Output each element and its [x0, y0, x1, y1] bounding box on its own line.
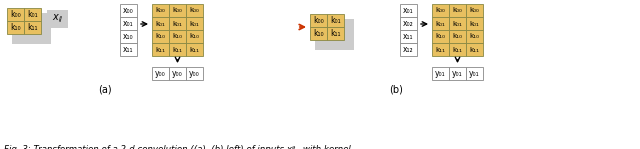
Text: k₀₁: k₀₁ [173, 21, 182, 27]
Text: k₀₁: k₀₁ [470, 21, 479, 27]
Bar [432, 17, 449, 30]
Text: k₁₁: k₁₁ [470, 46, 479, 52]
Text: x₀₁: x₀₁ [403, 6, 414, 15]
Bar [152, 4, 169, 17]
Text: k₁₁: k₁₁ [28, 23, 38, 32]
Bar [186, 30, 203, 43]
Bar [466, 67, 483, 80]
Text: k₀₁: k₀₁ [156, 21, 165, 27]
Text: k₁₁: k₁₁ [156, 46, 166, 52]
Bar [310, 14, 327, 27]
Bar [186, 43, 203, 56]
Bar [186, 4, 203, 17]
Bar [466, 43, 483, 56]
Bar [12, 13, 51, 44]
Text: Fig. 3: Transformation of a 2-d convolution ((a), (b) left) of inputs xᵊ₋ with k: Fig. 3: Transformation of a 2-d convolut… [4, 145, 351, 149]
Bar [169, 4, 186, 17]
Text: k₀₀: k₀₀ [173, 7, 182, 14]
Bar [7, 8, 24, 21]
Bar [449, 43, 466, 56]
Bar [466, 4, 483, 17]
Text: k₁₀: k₁₀ [10, 23, 21, 32]
Bar [466, 17, 483, 30]
Bar [432, 67, 449, 80]
Bar [47, 10, 68, 28]
Bar [169, 67, 186, 80]
Text: k₁₀: k₁₀ [189, 34, 200, 39]
Text: k₀₁: k₀₁ [436, 21, 445, 27]
Text: k₁₀: k₁₀ [313, 29, 324, 38]
Bar [152, 43, 169, 56]
Text: k₁₀: k₁₀ [436, 34, 445, 39]
Bar [400, 17, 417, 30]
Bar [432, 43, 449, 56]
Text: k₁₁: k₁₁ [173, 46, 182, 52]
Text: (b): (b) [390, 85, 403, 95]
Bar [152, 67, 169, 80]
Bar [449, 17, 466, 30]
Text: k₁₁: k₁₁ [452, 46, 463, 52]
Text: k₁₁: k₁₁ [435, 46, 445, 52]
Text: y₀₁: y₀₁ [452, 69, 463, 78]
Text: k₁₁: k₁₁ [189, 46, 200, 52]
Bar [400, 43, 417, 56]
Text: k₁₀: k₁₀ [452, 34, 463, 39]
Bar [24, 8, 41, 21]
Text: k₀₀: k₀₀ [189, 7, 200, 14]
Bar [449, 67, 466, 80]
Text: y₀₀: y₀₀ [172, 69, 183, 78]
Bar [152, 17, 169, 30]
Bar [169, 43, 186, 56]
Text: k₁₀: k₁₀ [173, 34, 182, 39]
Text: (a): (a) [98, 85, 112, 95]
Bar [152, 30, 169, 43]
Bar [327, 27, 344, 40]
Text: k₀₀: k₀₀ [436, 7, 445, 14]
Text: x₀₁: x₀₁ [123, 19, 134, 28]
Bar [466, 30, 483, 43]
Bar [310, 27, 327, 40]
Bar [120, 43, 137, 56]
Text: k₀₀: k₀₀ [313, 16, 324, 25]
Text: k₁₀: k₁₀ [156, 34, 165, 39]
Bar [327, 14, 344, 27]
Bar [449, 30, 466, 43]
Bar [432, 4, 449, 17]
Bar [449, 4, 466, 17]
Text: x₁₁: x₁₁ [403, 32, 413, 41]
Text: k₀₁: k₀₁ [452, 21, 463, 27]
Text: y₀₀: y₀₀ [155, 69, 166, 78]
Bar [315, 19, 354, 50]
Bar [432, 30, 449, 43]
Bar [186, 67, 203, 80]
Bar [169, 17, 186, 30]
Text: y₀₁: y₀₁ [469, 69, 480, 78]
Text: k₁₁: k₁₁ [330, 29, 340, 38]
Bar [7, 21, 24, 34]
Text: k₀₁: k₀₁ [189, 21, 200, 27]
Text: $x_{ij}$: $x_{ij}$ [52, 13, 63, 25]
Text: k₀₀: k₀₀ [452, 7, 462, 14]
Text: x₁₂: x₁₂ [403, 45, 414, 54]
Text: y₀₁: y₀₁ [435, 69, 446, 78]
Bar [120, 30, 137, 43]
Bar [120, 17, 137, 30]
Text: x₁₀: x₁₀ [123, 32, 134, 41]
Text: x₀₀: x₀₀ [123, 6, 134, 15]
Bar [186, 17, 203, 30]
Text: y₀₀: y₀₀ [189, 69, 200, 78]
Bar [400, 30, 417, 43]
Text: x₀₂: x₀₂ [403, 19, 414, 28]
Text: k₀₀: k₀₀ [10, 10, 21, 19]
Text: x₁₁: x₁₁ [124, 45, 134, 54]
Text: k₀₁: k₀₁ [330, 16, 341, 25]
Bar [24, 21, 41, 34]
Text: k₀₀: k₀₀ [156, 7, 165, 14]
Bar [400, 4, 417, 17]
Bar [169, 30, 186, 43]
Bar [120, 4, 137, 17]
Text: k₀₁: k₀₁ [27, 10, 38, 19]
Text: k₀₀: k₀₀ [470, 7, 479, 14]
Text: k₁₀: k₁₀ [470, 34, 479, 39]
